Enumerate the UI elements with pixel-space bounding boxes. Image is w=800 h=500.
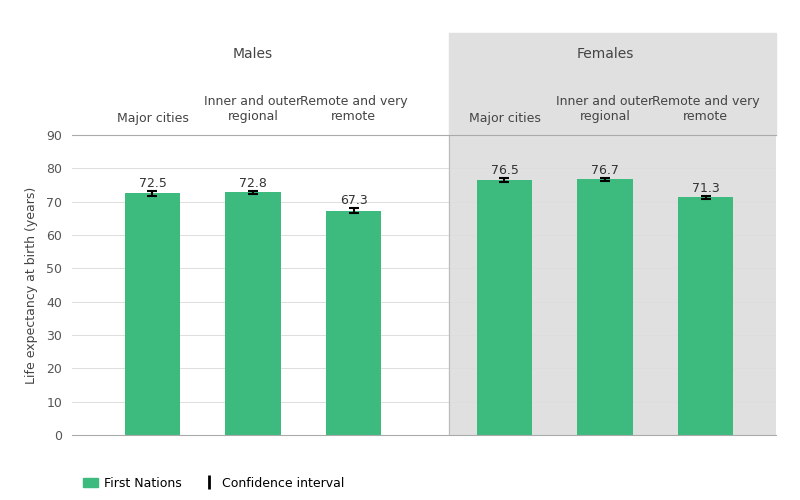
Bar bbox=[226, 192, 281, 435]
Text: 72.5: 72.5 bbox=[138, 176, 166, 190]
Bar bbox=[125, 194, 180, 435]
Legend: First Nations, Confidence interval: First Nations, Confidence interval bbox=[78, 472, 350, 495]
Bar bbox=[326, 210, 382, 435]
Text: 71.3: 71.3 bbox=[692, 182, 719, 194]
Text: 72.8: 72.8 bbox=[239, 176, 267, 190]
Text: Major cities: Major cities bbox=[469, 112, 540, 125]
Text: Inner and outer
regional: Inner and outer regional bbox=[557, 95, 654, 123]
Text: Males: Males bbox=[233, 47, 273, 61]
Text: 76.5: 76.5 bbox=[490, 164, 518, 177]
Bar bbox=[449, 135, 776, 435]
Text: 76.7: 76.7 bbox=[591, 164, 619, 176]
Text: Remote and very
remote: Remote and very remote bbox=[652, 95, 759, 123]
Bar bbox=[678, 198, 734, 435]
Text: Remote and very
remote: Remote and very remote bbox=[300, 95, 407, 123]
Y-axis label: Life expectancy at birth (years): Life expectancy at birth (years) bbox=[25, 186, 38, 384]
Text: Females: Females bbox=[576, 47, 634, 61]
Text: Major cities: Major cities bbox=[117, 112, 188, 125]
Text: Inner and outer
regional: Inner and outer regional bbox=[205, 95, 302, 123]
Bar bbox=[578, 180, 633, 435]
Bar bbox=[477, 180, 532, 435]
Text: 67.3: 67.3 bbox=[340, 194, 367, 207]
